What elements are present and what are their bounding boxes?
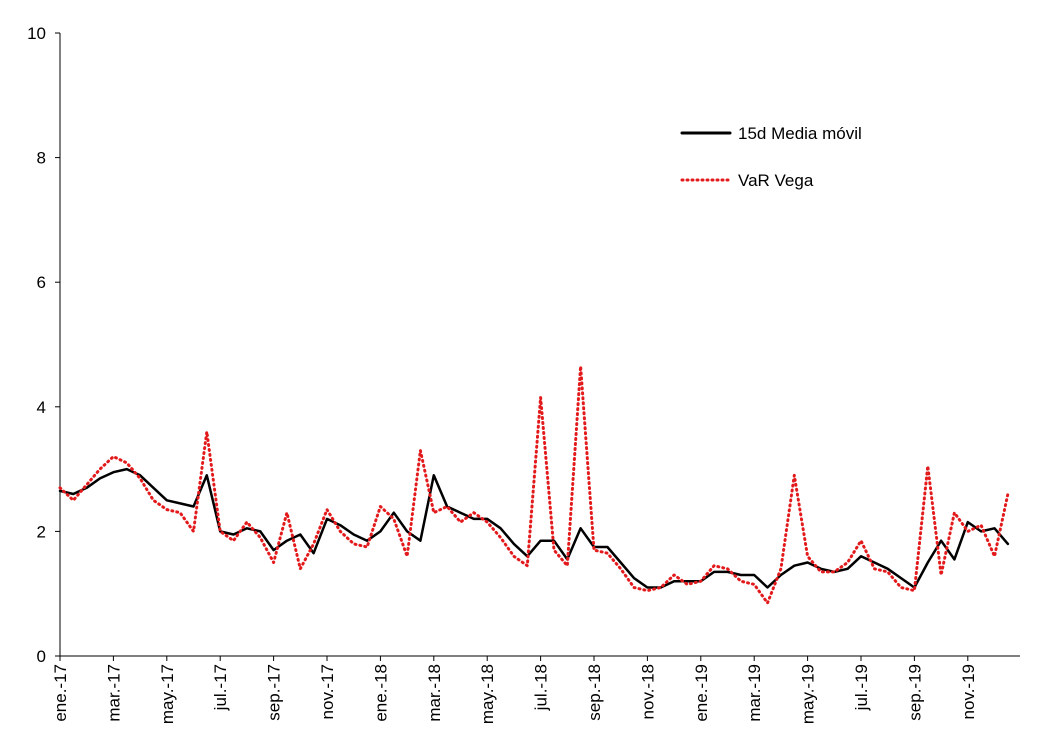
- x-tick-label: may.-19: [799, 664, 818, 724]
- y-tick-label: 2: [37, 522, 46, 541]
- y-tick-label: 0: [37, 647, 46, 666]
- x-tick-label: mar.-18: [425, 664, 444, 722]
- y-tick-label: 8: [37, 149, 46, 168]
- y-tick-label: 10: [27, 24, 46, 43]
- x-tick-label: nov.-19: [959, 664, 978, 719]
- legend-label: VaR Vega: [738, 171, 814, 190]
- x-tick-label: mar.-17: [104, 664, 123, 722]
- y-tick-label: 6: [37, 273, 46, 292]
- x-tick-label: may.-17: [158, 664, 177, 724]
- series-line: [58, 467, 1010, 589]
- x-tick-label: mar.-19: [745, 664, 764, 722]
- y-tick-label: 4: [37, 398, 46, 417]
- series-line: [58, 364, 1010, 605]
- x-tick-label: may.-18: [478, 664, 497, 724]
- x-tick-label: nov.-17: [318, 664, 337, 719]
- x-tick-label: ene.-17: [51, 664, 70, 722]
- x-tick-label: sep.-19: [905, 664, 924, 721]
- legend-label: 15d Media móvil: [738, 124, 862, 143]
- x-tick-label: sep.-18: [585, 664, 604, 721]
- x-tick-label: jul.-17: [211, 664, 230, 711]
- x-tick-label: jul.-18: [532, 664, 551, 711]
- x-tick-label: ene.-19: [692, 664, 711, 722]
- x-tick-label: nov.-18: [638, 664, 657, 719]
- x-tick-label: jul.-19: [852, 664, 871, 711]
- x-tick-label: ene.-18: [371, 664, 390, 722]
- x-tick-label: sep.-17: [265, 664, 284, 721]
